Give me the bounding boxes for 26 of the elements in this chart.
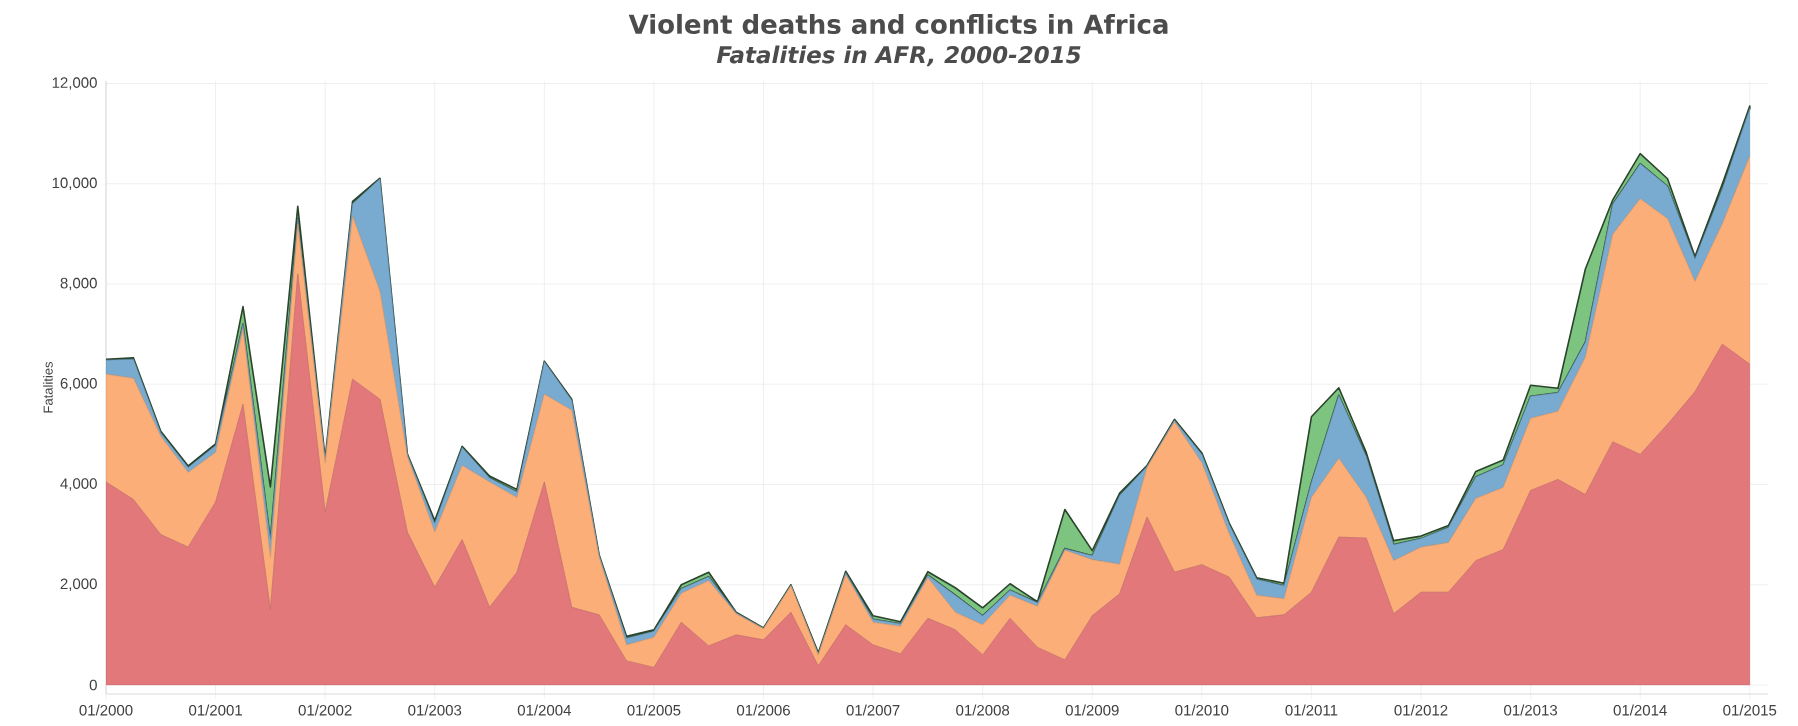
y-tick-label: 0 [89, 679, 97, 691]
x-tick-label: 01/2002 [298, 704, 352, 716]
x-tick-label: 01/2007 [846, 704, 900, 716]
x-tick-label: 01/2003 [408, 704, 462, 716]
y-tick-label: 12,000 [52, 77, 97, 90]
x-tick-label: 01/2014 [1613, 704, 1667, 716]
x-tick-label: 01/2001 [189, 704, 242, 716]
x-tick-label: 01/2006 [736, 704, 790, 716]
y-tick-label: 2,000 [60, 578, 97, 591]
y-tick-label: 4,000 [60, 478, 97, 491]
y-axis-title: Fatalities [43, 361, 53, 413]
x-tick-label: 01/2012 [1394, 704, 1448, 716]
x-tick-label: 01/2009 [1065, 704, 1119, 716]
x-tick-label: 01/2010 [1175, 704, 1229, 716]
x-tick-label: 01/2004 [517, 704, 571, 716]
x-tick-label: 01/2005 [627, 704, 681, 716]
chart-subtitle: Fatalities in AFR, 2000-2015 [716, 45, 1081, 67]
x-tick-label: 01/2013 [1504, 704, 1558, 716]
y-tick-label: 10,000 [52, 177, 97, 190]
x-tick-label: 01/2008 [956, 704, 1010, 716]
x-tick-label: 01/2011 [1285, 704, 1338, 716]
x-tick-label: 01/2000 [79, 704, 133, 716]
chart-title: Violent deaths and conflicts in Africa [628, 13, 1168, 35]
y-tick-label: 6,000 [60, 378, 97, 391]
x-tick-label: 01/2015 [1723, 704, 1777, 716]
y-tick-label: 8,000 [60, 277, 97, 291]
